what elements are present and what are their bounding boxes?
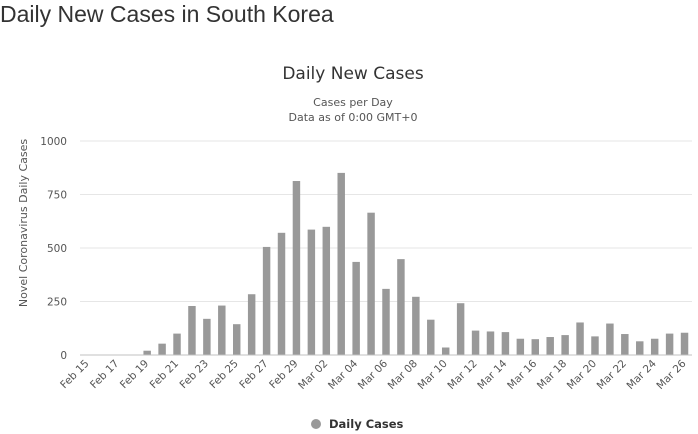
y-tick-labels: 0 250 500 750 1000 bbox=[40, 136, 67, 362]
x-tick-label: Mar 14 bbox=[475, 357, 510, 392]
bars bbox=[98, 172, 689, 355]
bar[interactable] bbox=[621, 334, 629, 355]
bar[interactable] bbox=[591, 336, 599, 355]
bar[interactable] bbox=[307, 229, 316, 355]
bar[interactable] bbox=[382, 288, 390, 355]
y-tick-label: 0 bbox=[60, 350, 67, 362]
bar[interactable] bbox=[606, 323, 614, 355]
bar[interactable] bbox=[501, 332, 510, 355]
bar[interactable] bbox=[337, 172, 345, 355]
bar[interactable] bbox=[471, 330, 480, 355]
bar[interactable] bbox=[636, 341, 644, 355]
bar[interactable] bbox=[158, 343, 166, 355]
bar[interactable] bbox=[218, 305, 226, 355]
x-tick-label: Mar 06 bbox=[356, 357, 391, 392]
y-tick-label: 250 bbox=[47, 297, 67, 309]
x-tick-label: Feb 17 bbox=[88, 358, 121, 391]
bar[interactable] bbox=[173, 333, 181, 355]
bar[interactable] bbox=[352, 261, 360, 355]
bar[interactable] bbox=[531, 339, 539, 355]
chart-subtitle-line-2: Data as of 0:00 GMT+0 bbox=[289, 111, 418, 124]
x-tick-label: Mar 18 bbox=[535, 358, 569, 392]
bar[interactable] bbox=[412, 296, 420, 355]
x-tick-label: Mar 04 bbox=[326, 357, 361, 392]
x-tick-label: Mar 08 bbox=[386, 358, 420, 392]
bar[interactable] bbox=[397, 259, 405, 355]
x-tick-label: Feb 23 bbox=[178, 358, 211, 391]
bar[interactable] bbox=[546, 337, 554, 355]
bar[interactable] bbox=[203, 318, 211, 355]
bar[interactable] bbox=[143, 350, 151, 355]
bar[interactable] bbox=[277, 232, 286, 355]
bar[interactable] bbox=[247, 294, 256, 355]
bar[interactable] bbox=[441, 347, 450, 355]
bar[interactable] bbox=[516, 338, 525, 355]
x-tick-label: Mar 12 bbox=[445, 358, 479, 392]
bar[interactable] bbox=[262, 246, 271, 355]
x-tick-label: Feb 25 bbox=[207, 358, 240, 391]
x-tick-label: Feb 15 bbox=[58, 358, 91, 391]
x-tick-label: Mar 26 bbox=[654, 357, 689, 392]
chart-subtitle-line-1: Cases per Day bbox=[313, 96, 393, 109]
bar[interactable] bbox=[292, 181, 301, 355]
x-tick-label: Feb 19 bbox=[118, 358, 151, 391]
bar[interactable] bbox=[665, 333, 674, 355]
x-tick-label: Mar 16 bbox=[505, 357, 540, 392]
legend[interactable]: Daily Cases bbox=[311, 417, 404, 431]
x-tick-label: Mar 20 bbox=[565, 358, 599, 392]
legend-marker-daily-cases[interactable] bbox=[311, 419, 321, 429]
x-tick-label: Mar 24 bbox=[624, 357, 659, 392]
legend-label-daily-cases[interactable]: Daily Cases bbox=[329, 417, 404, 431]
x-tick-label: Feb 29 bbox=[267, 358, 300, 391]
x-tick-label: Mar 02 bbox=[296, 358, 330, 392]
x-tick-label: Feb 21 bbox=[148, 358, 181, 391]
bar[interactable] bbox=[188, 305, 196, 355]
bar[interactable] bbox=[233, 324, 241, 355]
bar[interactable] bbox=[456, 303, 465, 355]
chart-title: Daily New Cases bbox=[282, 64, 424, 84]
y-axis-label: Novel Coronavirus Daily Cases bbox=[17, 139, 30, 307]
page-heading: Daily New Cases in South Korea bbox=[0, 1, 334, 27]
bar[interactable] bbox=[427, 319, 435, 355]
bar[interactable] bbox=[576, 322, 584, 355]
bar[interactable] bbox=[680, 332, 689, 355]
bar[interactable] bbox=[650, 338, 659, 355]
x-tick-label: Feb 27 bbox=[237, 358, 270, 391]
grid-lines bbox=[80, 140, 692, 302]
bar[interactable] bbox=[322, 226, 331, 355]
x-tick-label: Mar 10 bbox=[416, 358, 450, 392]
y-tick-label: 500 bbox=[47, 243, 67, 255]
bar[interactable] bbox=[486, 331, 495, 355]
y-tick-label: 1000 bbox=[40, 136, 67, 148]
bar[interactable] bbox=[561, 335, 569, 355]
y-tick-label: 750 bbox=[47, 190, 67, 202]
x-tick-label: Mar 22 bbox=[595, 358, 629, 392]
bar[interactable] bbox=[367, 212, 375, 355]
